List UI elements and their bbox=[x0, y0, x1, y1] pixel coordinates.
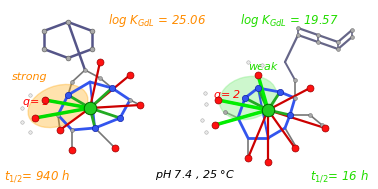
Text: $q$= 1: $q$= 1 bbox=[22, 95, 49, 109]
Text: weak: weak bbox=[248, 62, 277, 72]
Text: $t_{1/2}$= 16 h: $t_{1/2}$= 16 h bbox=[310, 168, 369, 184]
Text: strong: strong bbox=[12, 72, 48, 82]
Text: log $K_{\mathregular{GdL}}$ = 19.57: log $K_{\mathregular{GdL}}$ = 19.57 bbox=[240, 12, 339, 29]
Text: $pH$ 7.4 , 25 $\degree$C: $pH$ 7.4 , 25 $\degree$C bbox=[155, 168, 235, 182]
Text: $q$= 2: $q$= 2 bbox=[213, 88, 241, 102]
Text: $t_{1/2}$= 940 h: $t_{1/2}$= 940 h bbox=[4, 168, 70, 184]
Text: log $K_{\mathregular{GdL}}$ = 25.06: log $K_{\mathregular{GdL}}$ = 25.06 bbox=[108, 12, 206, 29]
Ellipse shape bbox=[28, 84, 88, 128]
Ellipse shape bbox=[220, 76, 277, 120]
